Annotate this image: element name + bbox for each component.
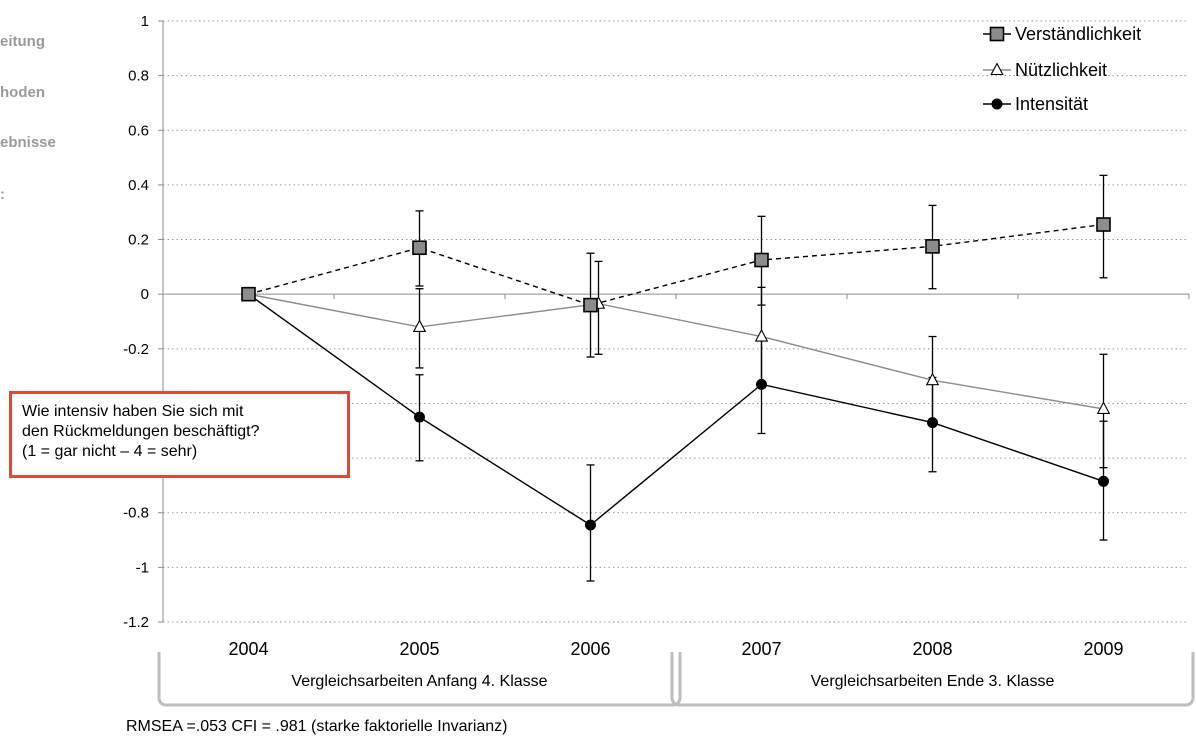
data-point xyxy=(756,378,767,390)
series-line xyxy=(248,223,1104,306)
x-tick-label: 2006 xyxy=(570,639,610,659)
data-point xyxy=(754,252,769,268)
callout-line: den Rückmeldungen beschäftigt? xyxy=(22,423,260,440)
sidebar-item-methoden[interactable]: hoden xyxy=(0,84,45,101)
group-label: Vergleichsarbeiten Ende 3. Klasse xyxy=(811,673,1055,690)
y-tick-label: 0.4 xyxy=(128,177,149,194)
y-tick-label: 0.6 xyxy=(128,122,149,139)
data-point xyxy=(1096,217,1111,232)
data-point xyxy=(583,297,598,313)
x-tick-label: 2007 xyxy=(741,639,781,659)
fit-statistics-note: RMSEA =.053 CFI = .981 (starke faktoriel… xyxy=(126,718,508,735)
sidebar-item-label: hoden xyxy=(0,84,45,101)
legend-marker xyxy=(991,98,1003,110)
data-point xyxy=(925,372,940,386)
y-tick-label: -0.2 xyxy=(123,341,149,358)
group-label: Vergleichsarbeiten Anfang 4. Klasse xyxy=(291,673,547,690)
data-point xyxy=(927,417,938,429)
sidebar-item-ergebnisse[interactable]: ebnisse xyxy=(0,134,56,151)
y-tick-label: 1 xyxy=(141,13,149,30)
legend-label: Nützlichkeit xyxy=(1015,60,1107,80)
x-tick-label: 2004 xyxy=(228,639,268,659)
group-bracket xyxy=(670,652,1195,707)
data-point xyxy=(412,240,427,256)
y-tick-label: 0 xyxy=(141,286,149,303)
data-point xyxy=(585,519,596,531)
legend-marker xyxy=(989,26,1005,42)
data-point xyxy=(412,319,427,333)
data-point xyxy=(241,286,256,302)
y-tick-label: 0.2 xyxy=(128,232,149,249)
legend-marker xyxy=(990,62,1004,76)
y-tick-label: -1.2 xyxy=(123,614,149,631)
sidebar-item-label: ebnisse xyxy=(0,134,56,151)
legend-label: Verständlichkeit xyxy=(1015,24,1141,44)
data-point xyxy=(1096,401,1111,414)
x-tick-label: 2009 xyxy=(1083,639,1123,659)
y-tick-label: 0.8 xyxy=(128,68,149,85)
sidebar-item-einleitung[interactable]: eitung xyxy=(0,33,45,50)
series-line xyxy=(248,293,1104,410)
callout-line: Wie intensiv haben Sie sich mit xyxy=(22,403,244,420)
series-line xyxy=(248,293,1104,526)
data-point xyxy=(1098,475,1109,487)
sidebar-item-label: : xyxy=(0,186,5,203)
data-point xyxy=(414,411,425,423)
callout-line: (1 = gar nicht – 4 = sehr) xyxy=(22,443,198,460)
data-point xyxy=(754,328,769,342)
data-point xyxy=(925,239,940,254)
x-tick-label: 2005 xyxy=(399,639,439,659)
group-bracket xyxy=(157,652,682,707)
legend-label: Intensität xyxy=(1015,94,1088,114)
y-tick-label: -1 xyxy=(136,559,149,576)
x-tick-label: 2008 xyxy=(912,639,952,659)
question-callout: Wie intensiv haben Sie sich mit den Rück… xyxy=(9,391,350,478)
y-tick-label: -0.8 xyxy=(123,505,149,522)
sidebar-item-fazit[interactable]: : xyxy=(0,186,5,203)
sidebar-item-label: eitung xyxy=(0,33,45,50)
